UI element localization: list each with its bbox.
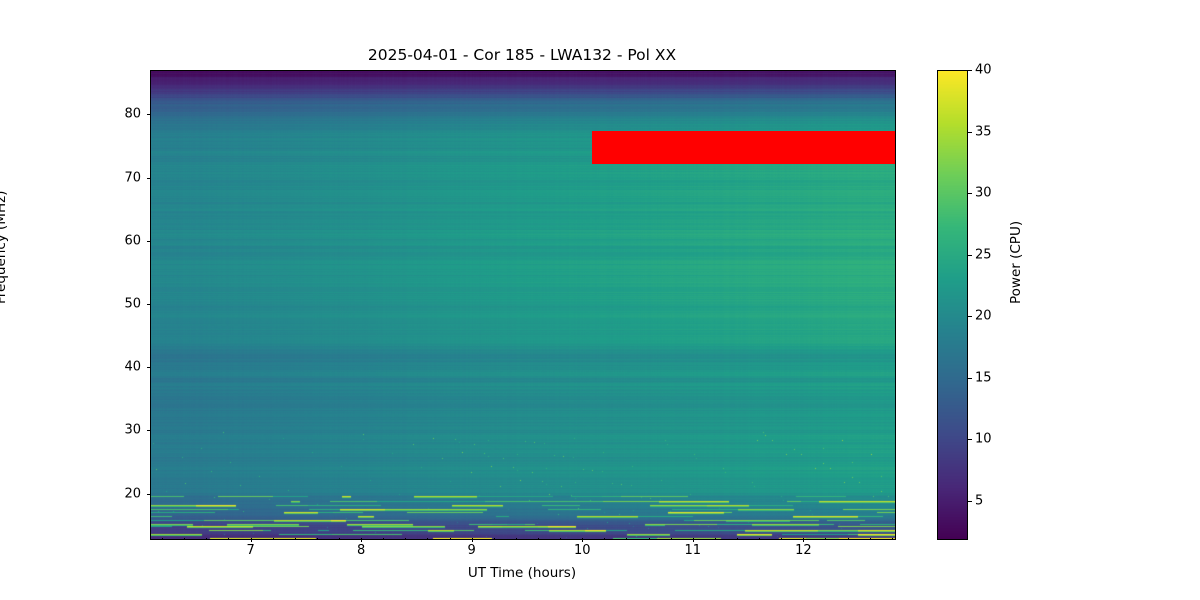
colorbar-label: Power (CPU): [1008, 220, 1024, 304]
x-minor-tick-mark: [339, 538, 341, 540]
colorbar-axes[interactable]: [937, 70, 968, 540]
colorbar-tick-label: 5: [975, 493, 984, 509]
colorbar-tick-mark: [968, 131, 972, 133]
x-minor-tick-mark: [847, 538, 849, 540]
x-axis-label: UT Time (hours): [467, 565, 577, 581]
x-minor-tick-mark: [648, 538, 650, 540]
y-tick-label: 40: [124, 359, 141, 375]
y-tick-mark: [146, 493, 150, 495]
x-tick-mark: [692, 538, 694, 542]
x-minor-tick-mark: [515, 538, 517, 540]
x-minor-tick-mark: [162, 538, 164, 540]
x-minor-tick-mark: [316, 538, 318, 540]
spectrogram-axes[interactable]: [150, 70, 896, 540]
colorbar-tick-mark: [968, 501, 972, 503]
x-minor-tick-mark: [449, 538, 451, 540]
colorbar-tick-label: 30: [975, 185, 992, 201]
x-minor-tick-mark: [604, 538, 606, 540]
x-tick-label: 12: [795, 543, 812, 558]
y-tick-mark: [146, 177, 150, 179]
x-tick-label: 9: [467, 543, 476, 558]
colorbar-tick-mark: [968, 439, 972, 441]
y-tick-mark: [146, 304, 150, 305]
y-tick-mark: [146, 240, 150, 242]
x-minor-tick-mark: [869, 538, 871, 540]
x-minor-tick-mark: [184, 538, 186, 540]
x-minor-tick-mark: [206, 538, 208, 540]
colorbar-tick-mark: [968, 316, 972, 318]
chart-title: 2025-04-01 - Cor 185 - LWA132 - Pol XX: [367, 46, 677, 64]
x-minor-tick-mark: [427, 538, 429, 540]
x-tick-mark: [361, 538, 363, 542]
colorbar-tick-label: 20: [975, 308, 992, 324]
x-minor-tick-mark: [891, 538, 893, 540]
x-tick-label: 7: [246, 543, 255, 558]
y-tick-label: 60: [124, 233, 141, 249]
x-tick-mark: [250, 538, 252, 542]
flagged-data-block: [592, 131, 895, 164]
y-tick-label: 70: [124, 170, 141, 185]
x-minor-tick-mark: [670, 538, 672, 540]
x-minor-tick-mark: [405, 538, 407, 540]
y-axis-label: Frequency (MHz): [0, 190, 9, 304]
x-tick-mark: [471, 538, 473, 542]
x-tick-label: 8: [357, 543, 366, 558]
colorbar-tick-label: 15: [975, 370, 992, 386]
colorbar-tick-label: 35: [975, 124, 992, 140]
colorbar-tick-mark: [968, 377, 972, 379]
colorbar-tick-mark: [968, 70, 972, 71]
y-tick-mark: [146, 430, 150, 432]
y-tick-label: 80: [124, 106, 141, 122]
colorbar-tick-mark: [968, 254, 972, 256]
x-minor-tick-mark: [825, 538, 827, 540]
y-tick-label: 30: [124, 422, 141, 438]
x-minor-tick-mark: [781, 538, 783, 540]
x-minor-tick-mark: [294, 538, 296, 540]
y-tick-mark: [146, 367, 150, 369]
x-minor-tick-mark: [538, 538, 540, 540]
x-minor-tick-mark: [493, 538, 495, 540]
x-tick-label: 11: [684, 543, 702, 558]
x-minor-tick-mark: [759, 538, 761, 540]
x-tick-mark: [582, 538, 584, 542]
x-minor-tick-mark: [737, 538, 739, 540]
x-minor-tick-mark: [626, 538, 628, 540]
colorbar-tick-label: 10: [975, 431, 992, 447]
x-minor-tick-mark: [272, 538, 274, 540]
colorbar-tick-label: 25: [975, 247, 992, 263]
colorbar-gradient: [938, 71, 967, 539]
x-minor-tick-mark: [383, 538, 385, 540]
x-minor-tick-mark: [228, 538, 230, 540]
colorbar-tick-mark: [968, 193, 972, 195]
y-tick-label: 20: [124, 486, 141, 502]
y-tick-label: 50: [124, 296, 141, 312]
x-minor-tick-mark: [560, 538, 562, 540]
x-tick-mark: [803, 538, 805, 542]
x-minor-tick-mark: [714, 538, 716, 540]
colorbar-tick-label: 40: [975, 62, 992, 78]
y-tick-mark: [146, 114, 150, 116]
x-tick-label: 10: [573, 543, 591, 558]
